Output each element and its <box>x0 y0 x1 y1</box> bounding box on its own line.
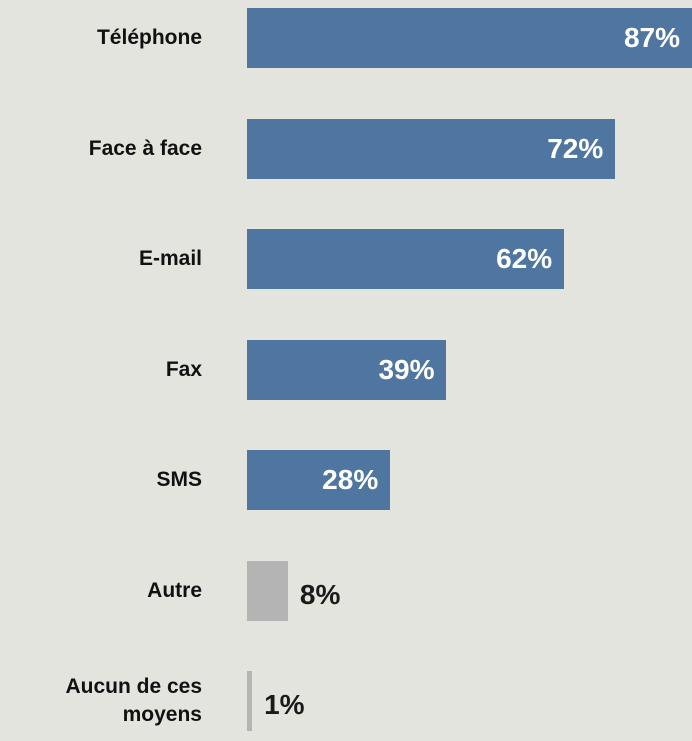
value-label: 8% <box>299 578 341 610</box>
bar <box>247 8 692 68</box>
value-label: 39% <box>378 353 435 385</box>
value-label: 28% <box>322 464 379 495</box>
value-label: 72% <box>547 132 604 164</box>
category-label: Autre <box>147 578 202 602</box>
category-label: E-mail <box>138 247 202 270</box>
bar <box>247 450 391 510</box>
value-label: 87% <box>623 22 680 53</box>
value-label: 62% <box>496 243 553 274</box>
category-label: Téléphone <box>96 26 202 49</box>
category-label: Face à face <box>88 136 202 160</box>
value-label: 1% <box>264 689 305 720</box>
category-label: Aucun de ces moyens <box>65 675 202 726</box>
bar <box>247 118 616 179</box>
bar <box>247 671 253 731</box>
category-label: Fax <box>165 357 202 381</box>
bar <box>247 339 447 400</box>
bar <box>247 229 565 289</box>
bar <box>247 560 288 621</box>
category-label: SMS <box>156 468 202 491</box>
